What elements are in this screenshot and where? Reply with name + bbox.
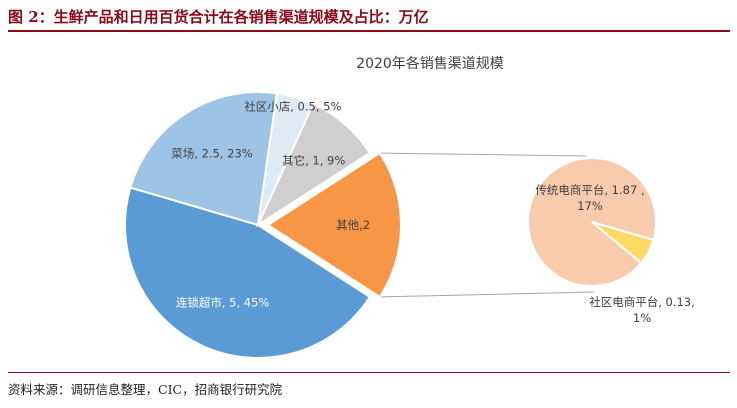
chart-title: 2020年各销售渠道规模: [356, 56, 504, 72]
secondary-label-1: 社区电商平台, 0.13, 1%: [589, 295, 695, 325]
secondary-pie: [527, 156, 657, 287]
main-label-0: 连锁超市, 5, 45%: [176, 295, 270, 309]
connector-lines: [379, 152, 595, 298]
main-slice-0: [124, 186, 372, 360]
footer-rule: [8, 372, 730, 373]
main-label-3: 其它, 1, 9%: [282, 154, 345, 168]
main-slice-3: [255, 102, 372, 228]
secondary-label-0: 传统电商平台, 1.87 , 17%: [535, 183, 644, 213]
source-note: 资料来源：调研信息整理，CIC，招商银行研究院: [8, 382, 283, 397]
main-slice-4: [266, 151, 403, 299]
secondary-slice-1: [591, 221, 655, 265]
main-pie: [124, 90, 403, 360]
main-label-1: 菜场, 2.5, 23%: [171, 146, 253, 160]
figure-title: 图 2：生鲜产品和日用百货合计在各销售渠道规模及占比：万亿: [8, 8, 429, 26]
connector-top: [379, 152, 587, 157]
main-label-2: 社区小店, 0.5, 5%: [244, 99, 341, 113]
main-slice-1: [129, 90, 279, 227]
main-label-4: 其他,2: [336, 218, 370, 232]
title-rule: [8, 30, 730, 32]
data-labels: 连锁超市, 5, 45% 菜场, 2.5, 23% 社区小店, 0.5, 5% 其它,…: [171, 99, 695, 325]
connector-bottom: [379, 291, 595, 298]
